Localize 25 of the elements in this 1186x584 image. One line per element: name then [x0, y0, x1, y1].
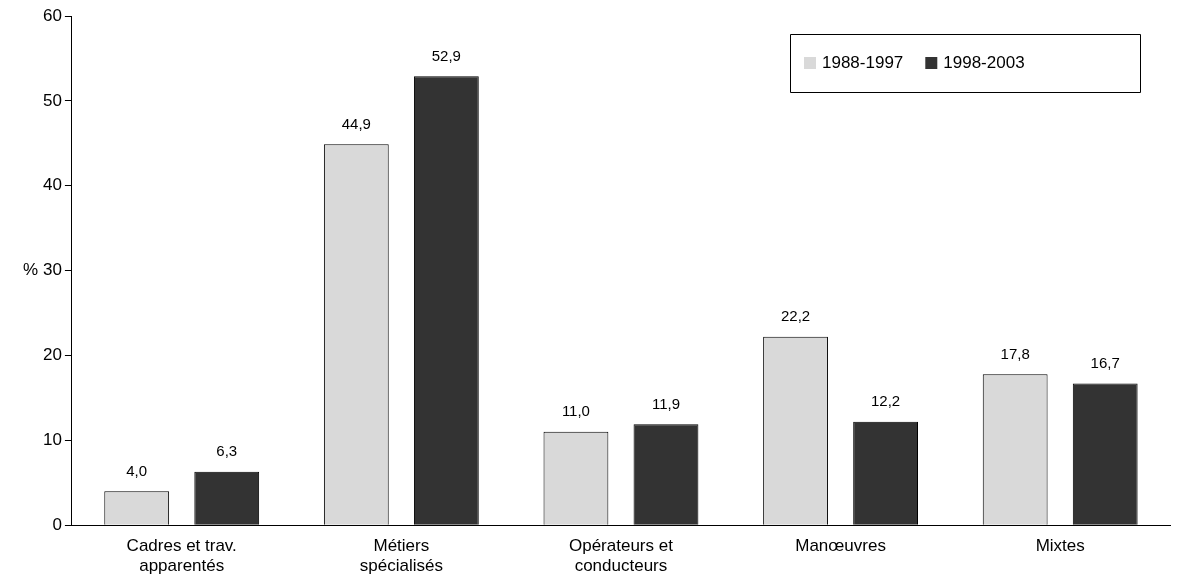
data-label: 17,8 — [1000, 344, 1030, 362]
y-tick-label: 0 — [52, 514, 62, 534]
x-tick-label: Métiers spécialisés — [359, 536, 443, 576]
data-label: 16,7 — [1090, 354, 1120, 372]
y-axis-title: % — [22, 260, 38, 280]
legend-label: 1988-1997 — [822, 52, 904, 72]
data-label: 12,2 — [870, 392, 901, 410]
y-tick-label: 60 — [42, 5, 62, 25]
y-tick-label: 40 — [42, 175, 62, 195]
data-label: 11,0 — [561, 402, 590, 420]
y-tick-label: 50 — [42, 90, 62, 110]
y-tick-label: 30 — [42, 260, 62, 280]
data-label: 11,9 — [651, 394, 681, 412]
y-tick-label: 10 — [42, 430, 62, 450]
legend-label: 1998-2003 — [943, 52, 1025, 72]
x-tick-label: Manœuvres — [795, 536, 886, 556]
data-label: 6,3 — [216, 442, 238, 460]
data-label: 4,0 — [126, 461, 148, 479]
data-label: 22,2 — [780, 307, 811, 325]
x-tick-label: Cadres et trav. apparentés — [126, 536, 237, 576]
y-tick-label: 20 — [42, 345, 62, 365]
data-label: 52,9 — [431, 46, 461, 64]
x-tick-label: Mixtes — [1035, 536, 1085, 556]
x-tick-label: Opérateurs et conducteurs — [568, 536, 674, 576]
data-label: 44,9 — [341, 114, 371, 132]
